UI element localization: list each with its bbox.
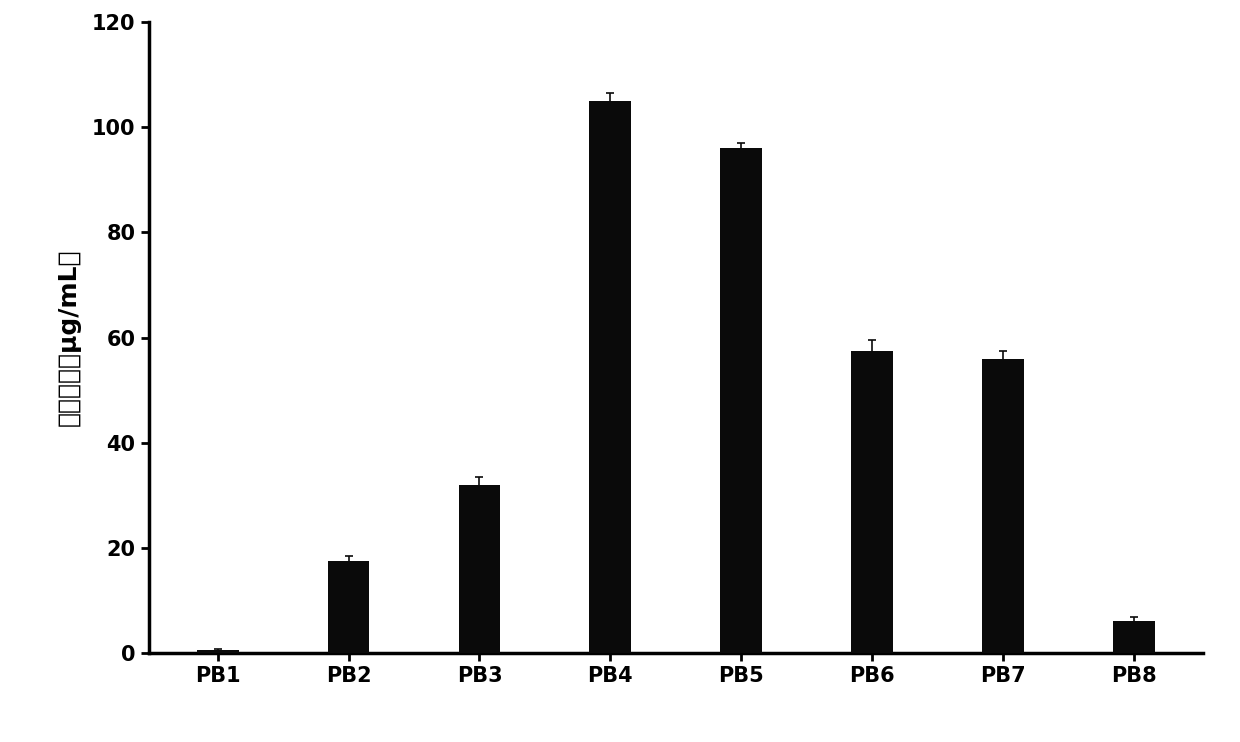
Bar [982,358,1024,653]
Bar [720,148,763,653]
Y-axis label: 多肽含量（μg/mL）: 多肽含量（μg/mL） [57,249,81,427]
Bar [589,101,631,653]
Bar [327,561,370,653]
Bar [1114,622,1154,653]
Bar [851,351,893,653]
Bar [197,650,238,653]
Bar [459,485,501,653]
